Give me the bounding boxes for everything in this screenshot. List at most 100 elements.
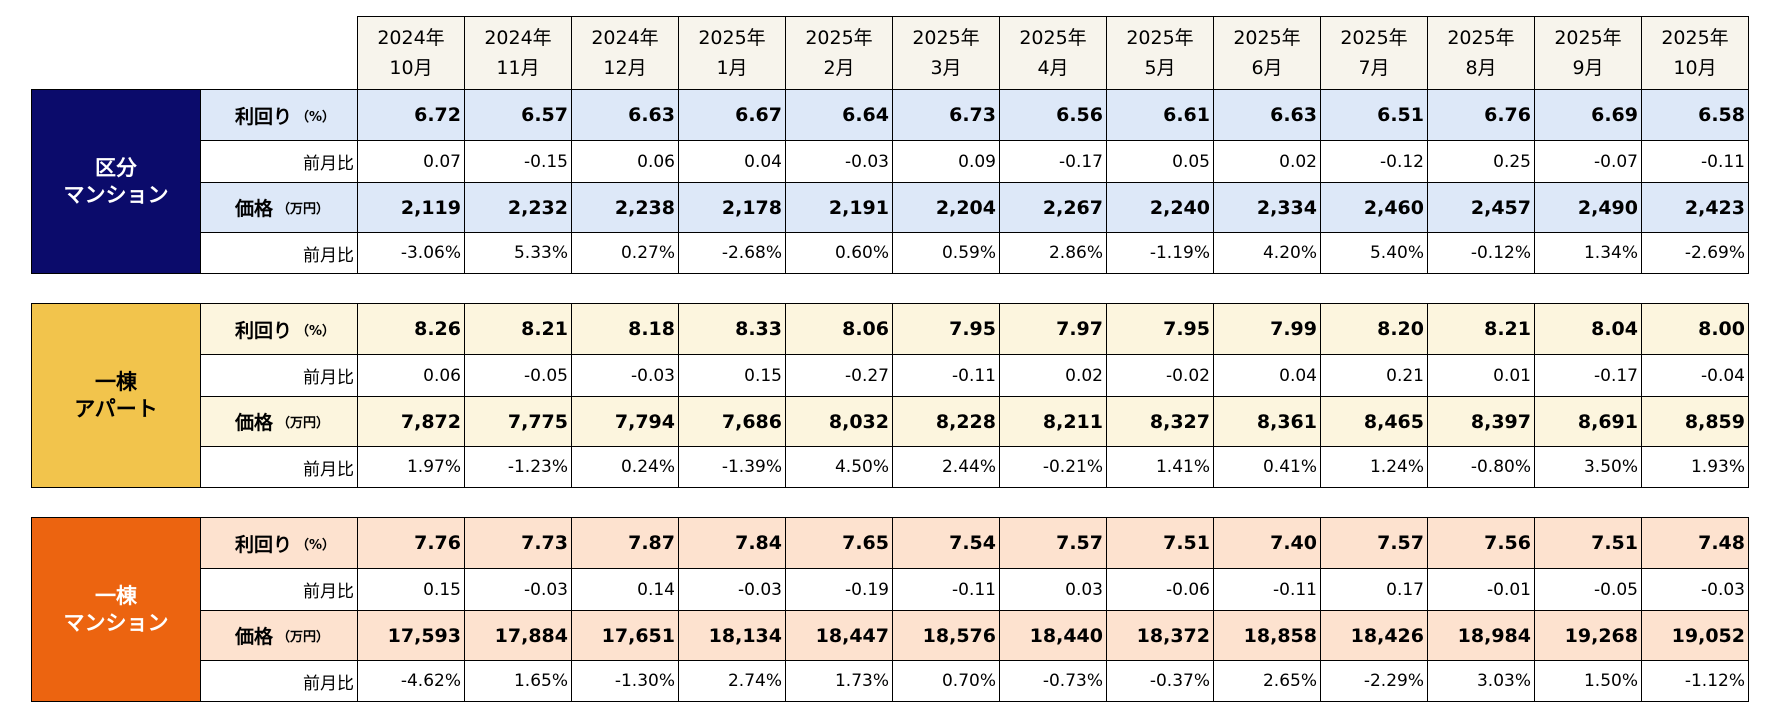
value-cell: 0.17 (1320, 568, 1428, 611)
value-cell: -0.73% (999, 660, 1107, 702)
value-cell: 7,775 (464, 396, 572, 447)
value-cell: 0.25 (1427, 140, 1535, 183)
value-cell: 0.15 (678, 354, 786, 397)
value-cell: 2,238 (571, 182, 679, 233)
value-cell: 7.54 (892, 517, 1000, 569)
header-text: 2025年 (1447, 27, 1515, 49)
value-cell: 5.33% (464, 232, 572, 274)
value-cell: 6.61 (1106, 89, 1214, 141)
value-cell: -0.03 (785, 140, 893, 183)
value-cell: 7.76 (357, 517, 465, 569)
value-cell: 2,423 (1641, 182, 1749, 233)
group-name: アパート (74, 396, 158, 421)
header-cell: 2025年 10月 (1641, 16, 1749, 90)
value-cell: -0.03 (1641, 568, 1749, 611)
header-cell: 2025年 1月 (678, 16, 786, 90)
value-cell: 7.48 (1641, 517, 1749, 569)
group-name: マンション (63, 610, 169, 635)
value-cell: -2.69% (1641, 232, 1749, 274)
header-text: 11月 (496, 57, 540, 79)
value-cell: 8.26 (357, 303, 465, 355)
group-label: 区分 マンション (31, 89, 201, 274)
value-cell: 1.50% (1534, 660, 1642, 702)
value-cell: 0.70% (892, 660, 1000, 702)
row-unit: （%） (296, 537, 336, 553)
group-name: マンション (63, 182, 169, 207)
value-cell: 8,361 (1213, 396, 1321, 447)
header-text: 2024年 (377, 27, 445, 49)
value-cell: 8,211 (999, 396, 1107, 447)
group-name: 区分 (95, 155, 137, 180)
value-cell: 7.56 (1427, 517, 1535, 569)
header-text: 7月 (1358, 57, 1390, 79)
value-cell: 0.15 (357, 568, 465, 611)
row-label-text: 前月比 (303, 459, 354, 480)
value-cell: 1.97% (357, 446, 465, 488)
value-cell: 6.63 (1213, 89, 1321, 141)
header-cell: 2024年 10月 (357, 16, 465, 90)
row-label: 前月比 (200, 660, 358, 702)
value-cell: -0.04 (1641, 354, 1749, 397)
row-label: 利回り （%） (200, 89, 358, 141)
value-cell: 1.93% (1641, 446, 1749, 488)
value-cell: -0.11 (892, 568, 1000, 611)
value-cell: 8.18 (571, 303, 679, 355)
row-label-text: 価格 (235, 626, 274, 648)
value-cell: 7.95 (1106, 303, 1214, 355)
row-label-text: 前月比 (303, 154, 354, 174)
value-cell: -1.19% (1106, 232, 1214, 274)
value-cell: 0.27% (571, 232, 679, 274)
header-text: 6月 (1251, 57, 1283, 79)
row-label: 価格 （万円） (200, 396, 358, 447)
value-cell: 17,651 (571, 610, 679, 661)
value-cell: 2,240 (1106, 182, 1214, 233)
row-label: 前月比 (200, 568, 358, 611)
value-cell: 5.40% (1320, 232, 1428, 274)
header-text: 2025年 (1554, 27, 1622, 49)
value-cell: 8.21 (1427, 303, 1535, 355)
group-label: 一棟 マンション (31, 517, 201, 702)
value-cell: 2.86% (999, 232, 1107, 274)
row-label-text: 前月比 (303, 582, 354, 602)
value-cell: 4.50% (785, 446, 893, 488)
value-cell: 6.51 (1320, 89, 1428, 141)
value-cell: 18,858 (1213, 610, 1321, 661)
value-cell: 7.73 (464, 517, 572, 569)
row-unit: （万円） (277, 202, 330, 217)
value-cell: 7.40 (1213, 517, 1321, 569)
header-text: 1月 (716, 57, 748, 79)
value-cell: 0.07 (357, 140, 465, 183)
value-cell: 7.99 (1213, 303, 1321, 355)
value-cell: 8,327 (1106, 396, 1214, 447)
value-cell: 6.57 (464, 89, 572, 141)
value-cell: 6.63 (571, 89, 679, 141)
row-label-text: 前月比 (303, 368, 354, 388)
row-unit: （%） (296, 109, 336, 125)
row-label: 価格 （万円） (200, 610, 358, 661)
row-label: 前月比 (200, 354, 358, 397)
value-cell: 0.04 (678, 140, 786, 183)
value-cell: 2.74% (678, 660, 786, 702)
value-cell: 7.57 (999, 517, 1107, 569)
row-unit: （%） (296, 323, 336, 339)
value-cell: -0.11 (1213, 568, 1321, 611)
value-cell: -2.68% (678, 232, 786, 274)
value-cell: 19,052 (1641, 610, 1749, 661)
value-cell: 8,032 (785, 396, 893, 447)
header-cell: 2025年 4月 (999, 16, 1107, 90)
header-text: 2024年 (591, 27, 659, 49)
value-cell: 7,872 (357, 396, 465, 447)
value-cell: 7.95 (892, 303, 1000, 355)
header-text: 8月 (1465, 57, 1497, 79)
value-cell: 0.01 (1427, 354, 1535, 397)
value-cell: 0.24% (571, 446, 679, 488)
header-text: 2月 (823, 57, 855, 79)
value-cell: 1.41% (1106, 446, 1214, 488)
value-cell: 18,372 (1106, 610, 1214, 661)
value-cell: -0.12 (1320, 140, 1428, 183)
value-cell: 6.56 (999, 89, 1107, 141)
value-cell: -0.15 (464, 140, 572, 183)
value-cell: -3.06% (357, 232, 465, 274)
header-text: 10月 (389, 57, 433, 79)
value-cell: 2,204 (892, 182, 1000, 233)
